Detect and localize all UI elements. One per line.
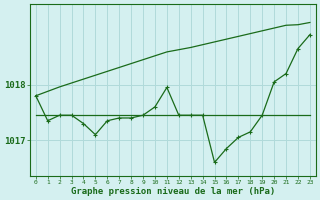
X-axis label: Graphe pression niveau de la mer (hPa): Graphe pression niveau de la mer (hPa): [71, 187, 275, 196]
